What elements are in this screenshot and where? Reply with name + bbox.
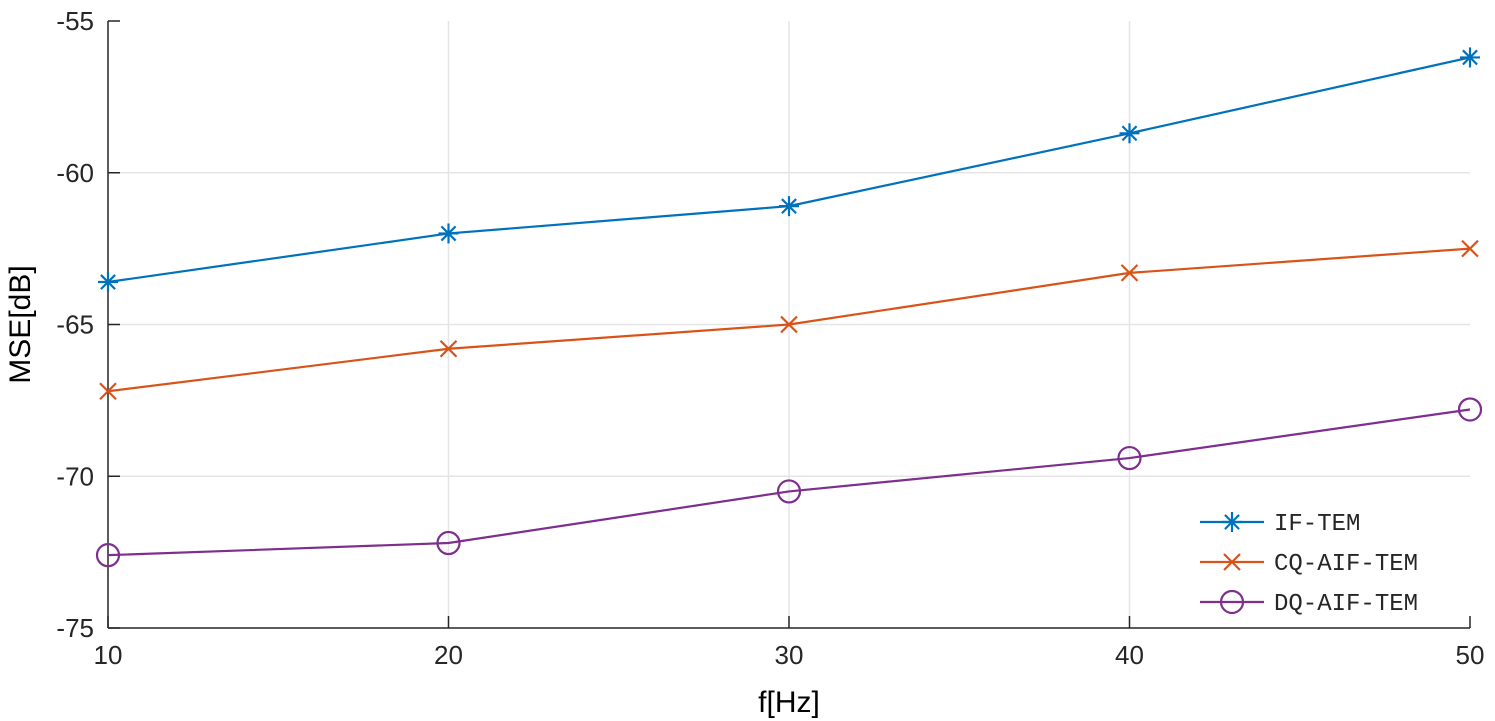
y-tick-label: -55 bbox=[56, 6, 94, 36]
data-point bbox=[1117, 445, 1142, 471]
series-dq-aif-tem bbox=[95, 397, 1483, 568]
data-point bbox=[439, 340, 458, 358]
data-point bbox=[1457, 397, 1483, 422]
legend-entry: IF-TEM bbox=[1200, 511, 1360, 538]
x-tick-label: 50 bbox=[1456, 640, 1485, 670]
data-point bbox=[98, 272, 118, 293]
data-point bbox=[779, 196, 799, 217]
data-point bbox=[95, 543, 121, 568]
series-cq-aif-tem bbox=[99, 239, 1479, 401]
data-point bbox=[776, 479, 802, 504]
legend-marker bbox=[1222, 512, 1242, 532]
legend-entry: CQ-AIF-TEM bbox=[1200, 551, 1418, 578]
legend-label: DQ-AIF-TEM bbox=[1274, 591, 1418, 618]
legend-marker bbox=[1219, 589, 1245, 615]
legend-label: IF-TEM bbox=[1274, 511, 1360, 538]
legend-entry: DQ-AIF-TEM bbox=[1200, 589, 1418, 618]
data-point bbox=[1120, 264, 1139, 282]
data-point bbox=[438, 223, 459, 244]
data-point bbox=[1461, 239, 1479, 258]
axes: 10 20 30 40 50 -75 -70 -65 -60 -55 bbox=[56, 6, 1484, 670]
data-point bbox=[1119, 123, 1140, 144]
y-tick-label: -70 bbox=[56, 461, 94, 491]
y-axis-label: MSE[dB] bbox=[4, 265, 37, 383]
y-tick-label: -60 bbox=[56, 158, 94, 188]
x-axis-label: f[Hz] bbox=[758, 686, 820, 719]
x-tick-label: 20 bbox=[434, 640, 463, 670]
series-line bbox=[107, 408, 1471, 557]
legend-label: CQ-AIF-TEM bbox=[1274, 551, 1418, 578]
y-tick-label: -75 bbox=[56, 613, 94, 643]
data-point bbox=[99, 382, 117, 401]
y-tick-label: -65 bbox=[56, 310, 94, 340]
data-point bbox=[780, 315, 798, 334]
x-tick-label: 10 bbox=[94, 640, 123, 670]
x-tick-label: 30 bbox=[775, 640, 804, 670]
series-if-tem bbox=[98, 47, 1480, 293]
legend: IF-TEM CQ-AIF-TEM DQ-AIF-TEM bbox=[1200, 511, 1418, 618]
data-point bbox=[1460, 47, 1480, 68]
x-tick-label: 40 bbox=[1115, 640, 1144, 670]
legend-marker bbox=[1223, 553, 1241, 571]
series-group bbox=[95, 47, 1483, 568]
data-point bbox=[436, 530, 461, 556]
